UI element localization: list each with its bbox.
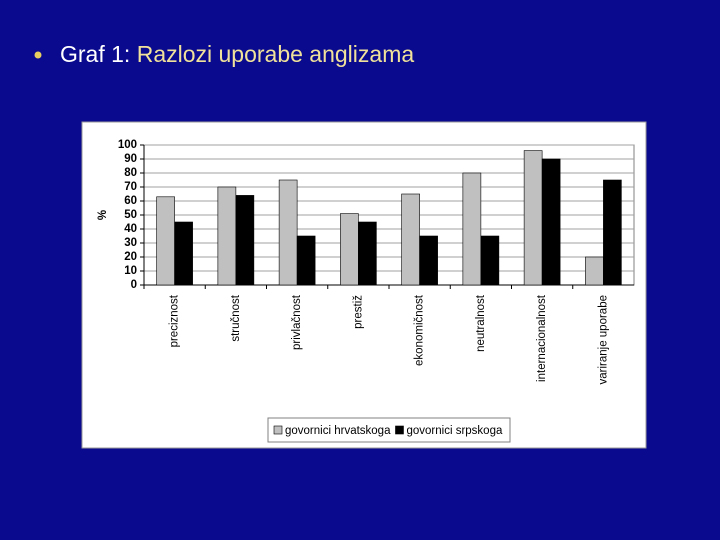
y-tick-label: 100 [118,139,137,151]
bar [358,221,377,286]
y-tick-label: 0 [131,279,137,291]
bar [278,179,298,286]
y-tick-label: 60 [124,195,137,207]
y-tick-label: 80 [124,167,137,179]
bar [401,193,420,286]
x-tick-label: stručnost [230,294,242,341]
bar [480,235,500,286]
bar [585,256,604,286]
x-tick-label: neutralnost [475,294,487,352]
legend-swatch [395,425,404,435]
bar [174,221,193,286]
x-tick-label: variranje uporabe [597,295,609,385]
legend-box [267,417,511,443]
legend-label: govornici srpskoga [406,425,502,437]
x-tick-label: preciznost [169,294,181,347]
y-tick-label: 70 [124,181,137,193]
slide-title: Graf 1: Razlozi uporabe anglizama [60,41,414,67]
x-tick-label: privlačnost [291,294,303,350]
legend: govornici hrvatskoga govornici srpskoga [267,417,511,443]
y-tick-label: 20 [124,251,137,263]
bar [156,196,175,286]
y-tick-label: 10 [124,265,137,277]
x-tick-label: internacionalnost [536,294,548,382]
bar [603,179,622,286]
chart: % 0 10 20 30 40 50 60 70 80 90 100 preciznost stručn… [81,121,647,449]
bar [462,172,482,286]
y-tick-label: 40 [124,223,137,235]
legend-label: govornici hrvatskoga [285,425,391,437]
y-tick-label: 30 [124,237,137,249]
bar [523,150,543,286]
x-tick-label: ekonomičnost [414,294,426,366]
bar [340,213,359,286]
y-tick-label: 50 [124,209,137,221]
y-axis-label: % [97,210,109,220]
x-tick-label: prestiž [352,295,364,329]
bar [235,195,255,286]
bar [296,235,316,286]
bar [541,158,561,286]
bar [217,186,237,286]
y-tick-label: 90 [124,153,137,165]
title-prefix: Graf 1: [60,41,130,67]
legend-swatch [273,425,283,435]
title-text: Razlozi uporabe anglizama [137,41,415,67]
bar [419,235,438,286]
bullet [34,51,42,59]
